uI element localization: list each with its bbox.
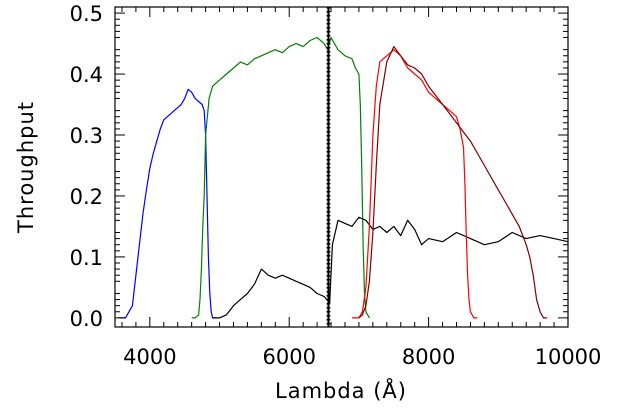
series-line-3 [212, 216, 569, 319]
x-tick-label: 4000 [123, 345, 176, 369]
plot-area [118, 7, 569, 327]
y-tick-label: 0.4 [70, 63, 103, 87]
x-axis-label: Lambda (Å) [275, 377, 407, 403]
x-tick-label: 10000 [535, 345, 602, 369]
y-tick-label: 0.2 [70, 185, 103, 209]
series-line-5 [358, 45, 548, 319]
series-line-4 [352, 49, 478, 319]
y-tick-label: 0.0 [70, 307, 103, 331]
y-tick-label: 0.1 [70, 246, 103, 270]
y-tick-label: 0.3 [70, 124, 103, 148]
x-tick-label: 8000 [402, 345, 455, 369]
series-line-2 [191, 36, 370, 319]
axis-ticks: 4000 6000 8000 10000 0.0 0.1 0.2 0.3 0.4 0.5 [70, 2, 602, 369]
y-tick-label: 0.5 [70, 2, 103, 26]
y-axis-label: Throughput [14, 101, 38, 234]
series-line-1 [118, 88, 217, 319]
x-tick-label: 6000 [263, 345, 316, 369]
plot-frame [114, 6, 569, 328]
